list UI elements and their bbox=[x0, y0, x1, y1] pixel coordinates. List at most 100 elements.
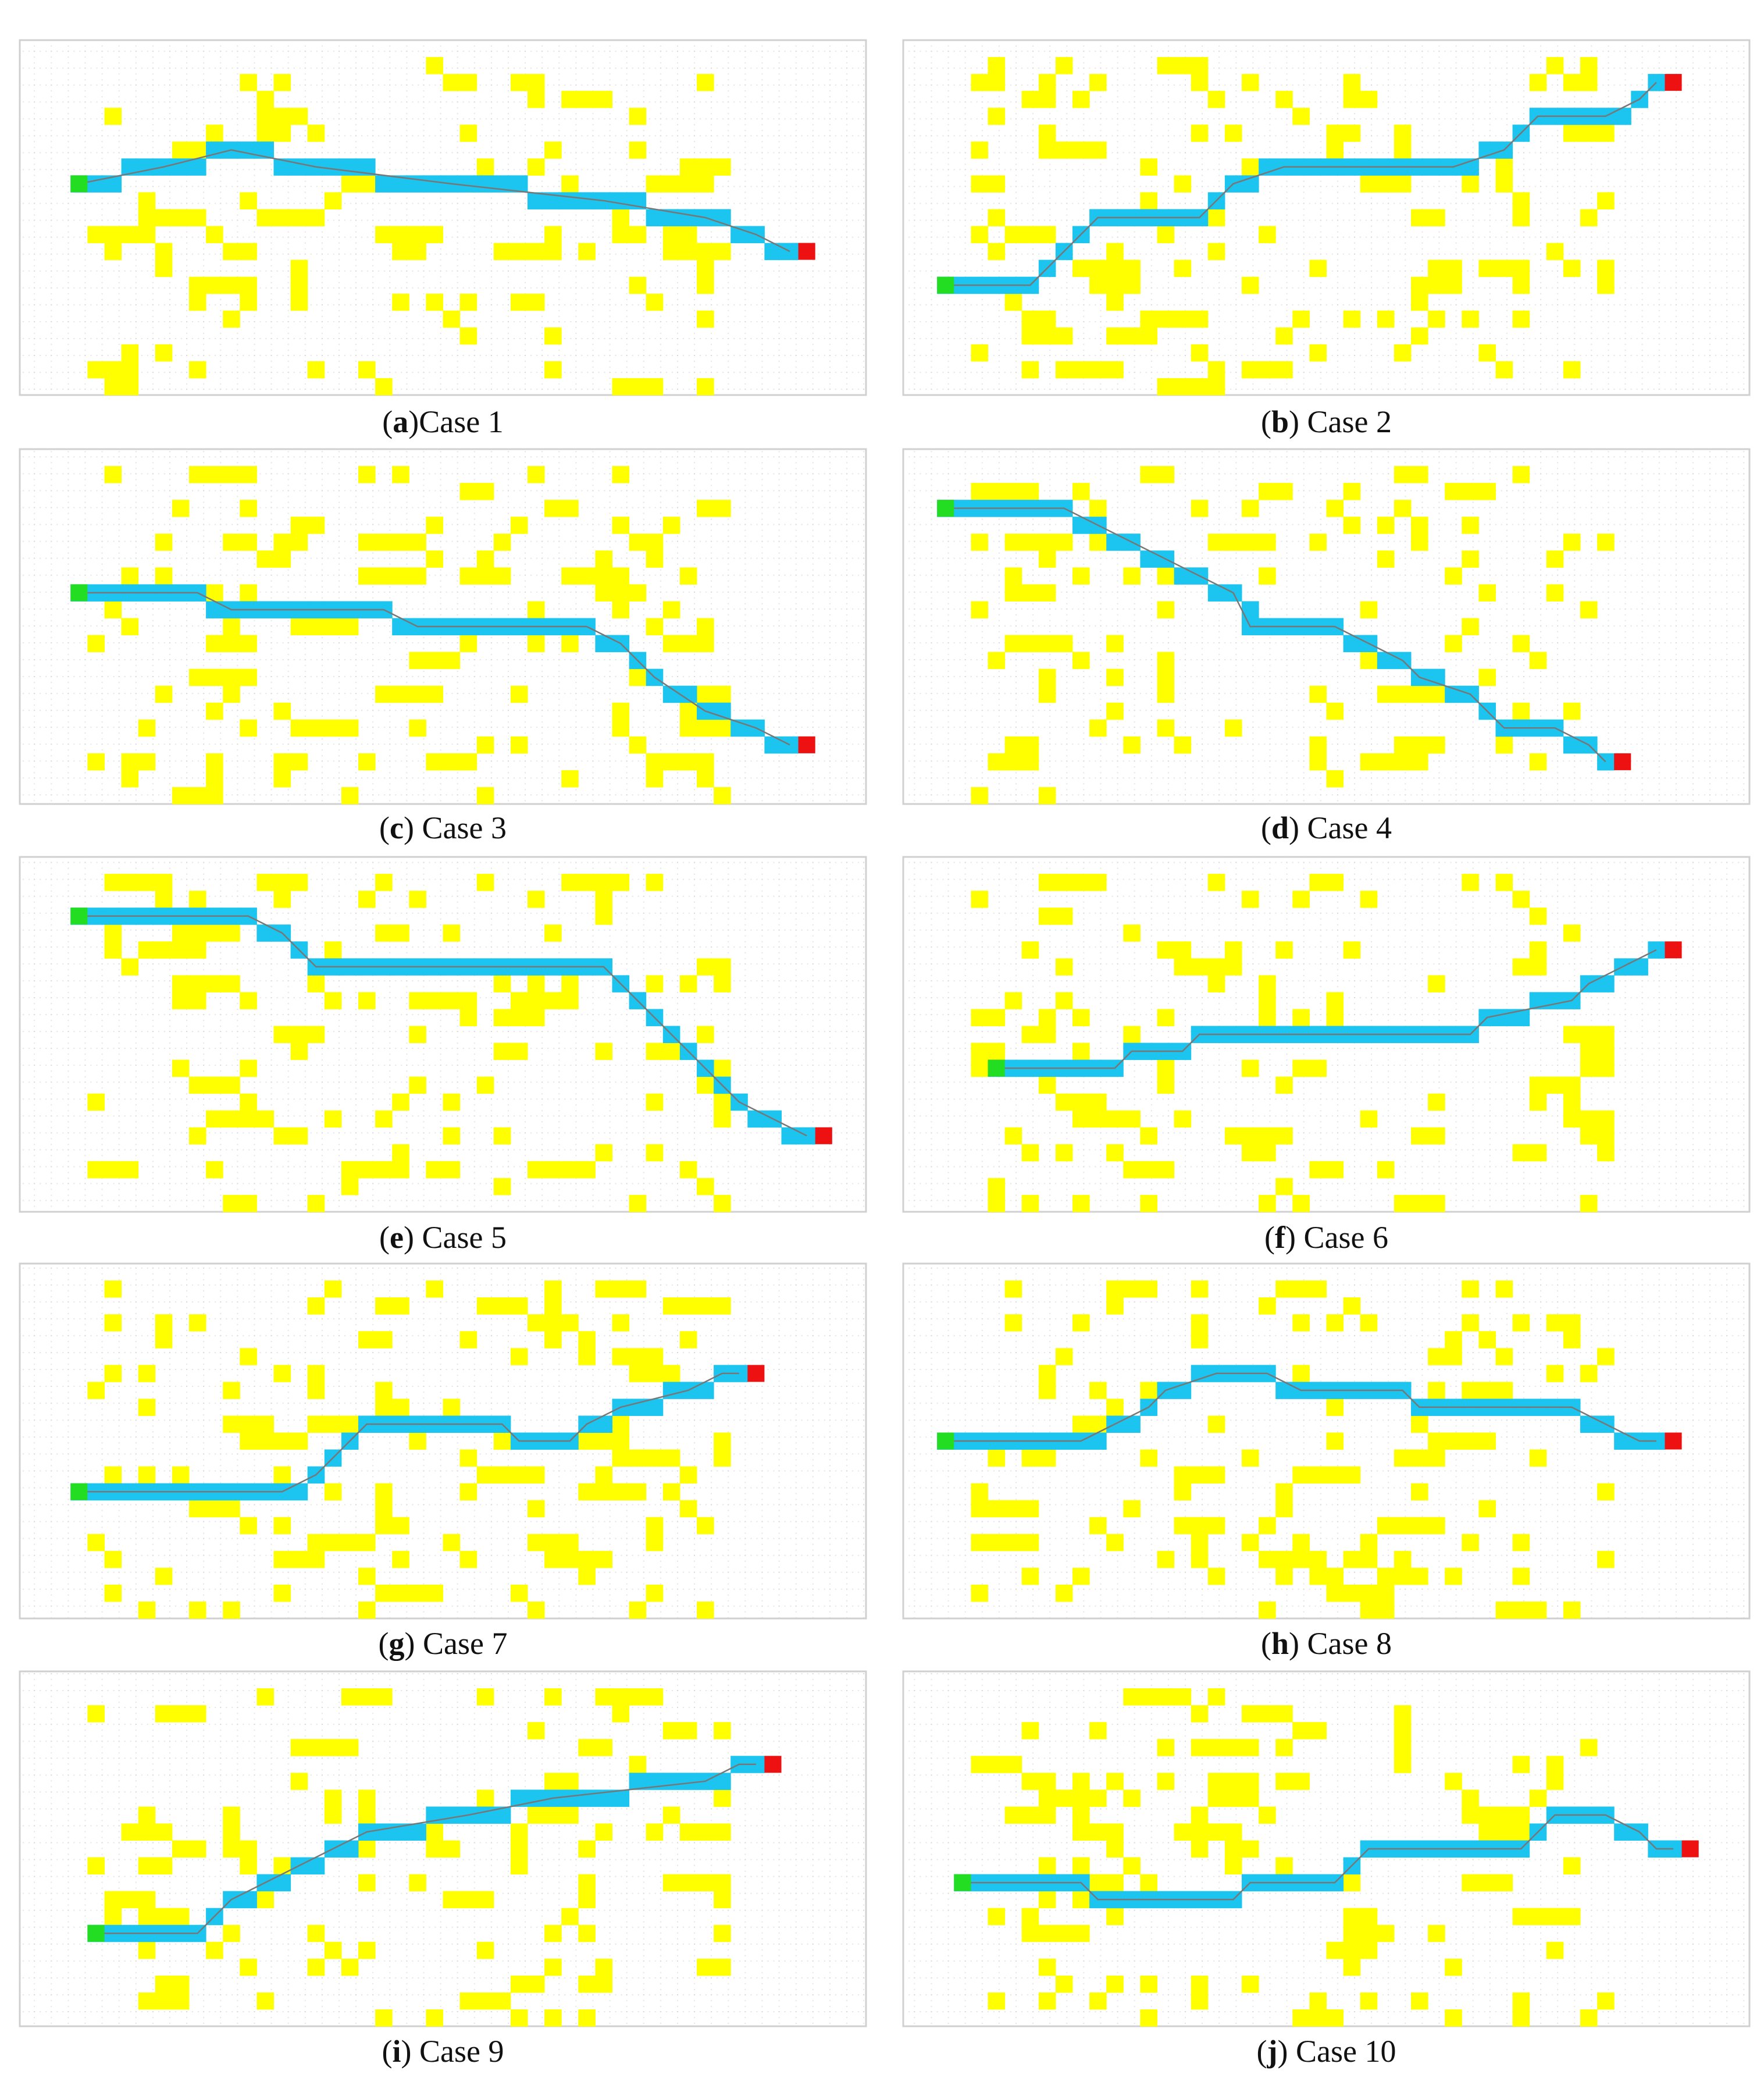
obstacle-cell bbox=[1597, 1026, 1615, 1044]
obstacle-cell bbox=[307, 975, 325, 992]
obstacle-cell bbox=[1157, 466, 1175, 483]
obstacle-cell bbox=[1106, 1908, 1124, 1926]
obstacle-cell bbox=[1377, 1601, 1395, 1619]
obstacle-cell bbox=[988, 1177, 1006, 1196]
obstacle-cell bbox=[629, 736, 647, 754]
obstacle-cell bbox=[1038, 1891, 1056, 1909]
obstacle-cell bbox=[971, 226, 988, 244]
obstacle-cell bbox=[138, 1365, 156, 1382]
obstacle-cell bbox=[172, 1975, 190, 1993]
obstacle-cell bbox=[528, 975, 545, 992]
obstacle-cell bbox=[1038, 327, 1056, 345]
obstacle-cell bbox=[561, 1908, 579, 1926]
obstacle-cell bbox=[341, 1534, 359, 1552]
obstacle-cell bbox=[1546, 1773, 1564, 1790]
obstacle-cell bbox=[1072, 1924, 1090, 1942]
obstacle-cell bbox=[629, 533, 647, 551]
obstacle-cell bbox=[612, 874, 630, 891]
obstacle-cell bbox=[988, 1043, 1006, 1061]
smoothed-path bbox=[79, 149, 790, 252]
obstacle-cell bbox=[646, 1093, 664, 1111]
obstacle-cell bbox=[1428, 1194, 1445, 1212]
obstacle-cell bbox=[1597, 533, 1615, 551]
obstacle-cell bbox=[1495, 1348, 1513, 1365]
obstacle-cell bbox=[1275, 1567, 1293, 1585]
obstacle-cell bbox=[528, 1500, 545, 1518]
obstacle-cell bbox=[104, 226, 122, 244]
obstacle-cell bbox=[1275, 1550, 1293, 1568]
caption-text: ) Case 2 bbox=[1289, 404, 1392, 439]
obstacle-cell bbox=[1259, 226, 1276, 244]
obstacle-cell bbox=[1191, 1517, 1209, 1535]
obstacle-cell bbox=[1309, 2009, 1327, 2027]
obstacle-cell bbox=[1089, 1110, 1107, 1128]
obstacle-cell bbox=[476, 483, 494, 500]
obstacle-cell bbox=[1529, 908, 1547, 925]
obstacle-cell bbox=[256, 1891, 274, 1909]
obstacle-cell bbox=[121, 1161, 139, 1179]
obstacle-cell bbox=[988, 1992, 1006, 2010]
obstacle-cell bbox=[1038, 1857, 1056, 1875]
obstacle-cell bbox=[679, 1874, 697, 1892]
obstacle-cell bbox=[206, 975, 223, 992]
obstacle-cell bbox=[1462, 175, 1479, 193]
obstacle-cell bbox=[1428, 209, 1445, 227]
obstacle-cell bbox=[206, 787, 223, 805]
obstacle-cell bbox=[443, 1840, 461, 1858]
obstacle-cell bbox=[528, 1601, 545, 1619]
obstacle-cell bbox=[1072, 91, 1090, 108]
obstacle-cell bbox=[256, 108, 274, 125]
obstacle-cell bbox=[528, 1806, 545, 1824]
obstacle-cell bbox=[459, 1992, 477, 2010]
obstacle-cell bbox=[1157, 226, 1175, 244]
obstacle-cell bbox=[1309, 1466, 1327, 1484]
obstacle-cell bbox=[375, 1161, 393, 1179]
obstacle-cell bbox=[1597, 276, 1615, 294]
obstacle-cell bbox=[206, 226, 223, 244]
obstacle-cell bbox=[714, 1891, 731, 1909]
obstacle-cell bbox=[1563, 1076, 1581, 1094]
obstacle-cell bbox=[426, 550, 443, 568]
obstacle-cell bbox=[561, 500, 579, 517]
obstacle-cell bbox=[223, 466, 240, 483]
goal-cell bbox=[1681, 1840, 1699, 1858]
obstacle-cell bbox=[578, 1483, 596, 1501]
obstacle-cell bbox=[714, 1924, 731, 1942]
obstacle-cell bbox=[290, 1739, 308, 1756]
start-cell bbox=[988, 1059, 1005, 1077]
obstacle-cell bbox=[426, 1584, 443, 1602]
obstacle-cell bbox=[273, 1550, 291, 1568]
obstacle-cell bbox=[459, 293, 477, 311]
obstacle-cell bbox=[1207, 975, 1225, 992]
obstacle-cell bbox=[324, 992, 342, 1009]
obstacle-cell bbox=[1038, 1026, 1056, 1044]
obstacle-cell bbox=[443, 753, 461, 771]
obstacle-cell bbox=[561, 1806, 579, 1824]
obstacle-cell bbox=[1021, 327, 1039, 345]
obstacle-cell bbox=[307, 1739, 325, 1756]
caption-letter: a bbox=[393, 404, 408, 439]
obstacle-cell bbox=[1021, 1449, 1039, 1467]
obstacle-cell bbox=[172, 941, 190, 959]
obstacle-cell bbox=[1038, 226, 1056, 244]
caption: (c) Case 3 bbox=[379, 810, 507, 845]
obstacle-cell bbox=[1411, 736, 1428, 754]
obstacle-cell bbox=[1242, 158, 1259, 176]
obstacle-cell bbox=[1292, 891, 1310, 908]
obstacle-cell bbox=[273, 753, 291, 771]
obstacle-cell bbox=[1292, 1550, 1310, 1568]
obstacle-cell bbox=[595, 1432, 612, 1450]
obstacle-cell bbox=[493, 1009, 511, 1026]
obstacle-cell bbox=[612, 517, 630, 534]
obstacle-cell bbox=[87, 753, 105, 771]
obstacle-cell bbox=[493, 975, 511, 992]
obstacle-cell bbox=[1411, 685, 1428, 703]
obstacle-cell bbox=[138, 1941, 156, 1959]
obstacle-cell bbox=[697, 158, 714, 176]
obstacle-cell bbox=[1512, 209, 1530, 227]
obstacle-cell bbox=[493, 1297, 511, 1315]
obstacle-cell bbox=[189, 891, 206, 908]
obstacle-cell bbox=[697, 635, 714, 653]
obstacle-cell bbox=[1106, 293, 1124, 311]
obstacle-cell bbox=[426, 753, 443, 771]
